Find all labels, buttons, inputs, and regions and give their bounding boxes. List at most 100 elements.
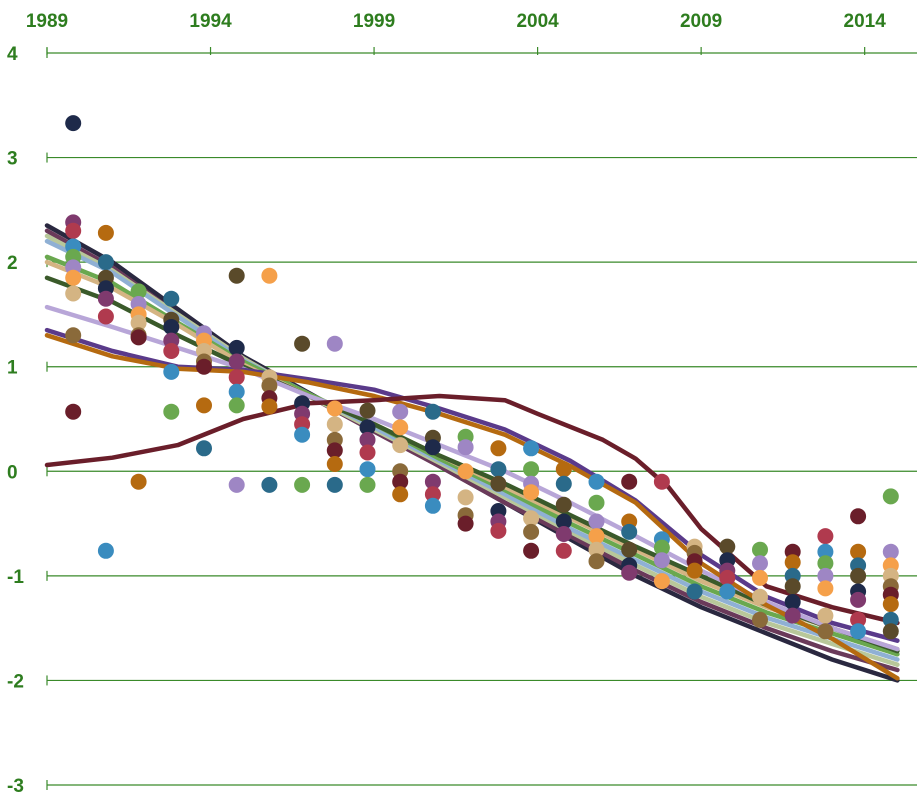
- scatter-point: [130, 314, 147, 331]
- scatter-point: [817, 580, 834, 597]
- scatter-point: [653, 552, 670, 569]
- scatter-point: [490, 440, 507, 457]
- scatter-point: [228, 476, 245, 493]
- scatter-point: [817, 543, 834, 560]
- y-axis: 4 3 2 1 0 -1 -2 -3: [7, 44, 24, 795]
- x-tick-label: 2014: [844, 11, 887, 32]
- scatter-point: [653, 473, 670, 490]
- scatter-point: [882, 543, 899, 560]
- scatter-point: [457, 489, 474, 506]
- scatter-point: [97, 224, 114, 241]
- scatter-point: [228, 397, 245, 414]
- scatter-point: [555, 461, 572, 478]
- scatter-point: [294, 335, 311, 352]
- scatter-point: [850, 508, 867, 525]
- x-tick-label: 2004: [516, 11, 559, 32]
- scatter-point: [817, 567, 834, 584]
- scatter-point: [392, 419, 409, 436]
- scatter-point: [261, 398, 278, 415]
- scatter-point: [490, 522, 507, 539]
- scatter-point: [850, 611, 867, 628]
- scatter-point: [65, 285, 82, 302]
- scatter-point: [817, 555, 834, 572]
- scatter-point: [163, 363, 180, 380]
- scatter-point: [359, 419, 376, 436]
- scatter-point: [228, 267, 245, 284]
- scatter-point: [97, 254, 114, 271]
- y-tick-label: 4: [7, 44, 18, 65]
- scatter-point: [424, 497, 441, 514]
- scatter-point: [130, 473, 147, 490]
- y-tick-label: 3: [7, 149, 18, 170]
- scatter-point: [719, 569, 736, 586]
- scatter-point: [65, 403, 82, 420]
- scatter-point: [882, 596, 899, 613]
- scatter-point: [196, 397, 212, 414]
- x-tick-label: 1999: [353, 11, 395, 32]
- y-tick-label: 0: [7, 462, 18, 483]
- y-tick-label: -2: [7, 671, 24, 692]
- y-tick-label: -3: [7, 776, 24, 795]
- scatter-point: [817, 623, 834, 640]
- scatter-point: [424, 486, 441, 503]
- scatter-point: [97, 308, 114, 325]
- scatter-point: [97, 290, 114, 307]
- scatter-point: [817, 607, 834, 624]
- scatter-point: [163, 290, 180, 307]
- scatter-point: [359, 431, 376, 448]
- scatter-point: [490, 461, 507, 478]
- scatter-point: [228, 353, 245, 370]
- scatter-point: [523, 484, 540, 501]
- scatter-points: [65, 115, 899, 640]
- scatter-point: [523, 510, 540, 527]
- scatter-point: [457, 515, 474, 532]
- scatter-point: [850, 623, 867, 640]
- scatter-point: [653, 573, 670, 590]
- scatter-point: [784, 578, 801, 595]
- y-tick-label: -1: [7, 567, 24, 588]
- scatter-point: [752, 611, 768, 628]
- scatter-point: [850, 567, 867, 584]
- scatter-point: [882, 488, 899, 505]
- scatter-point: [65, 327, 82, 344]
- scatter-point: [326, 476, 343, 493]
- x-axis: 1989 1994 1999 2004 2009 2014: [26, 11, 886, 55]
- scatter-point: [621, 523, 638, 540]
- y-tick-label: 1: [7, 358, 18, 379]
- scatter-point: [784, 607, 801, 624]
- scatter-point: [784, 594, 801, 610]
- scatter-point: [359, 402, 376, 419]
- scatter-point: [588, 528, 605, 545]
- scatter-point: [196, 440, 212, 457]
- scatter-point: [294, 476, 311, 493]
- scatter-point: [261, 377, 278, 394]
- scatter-point: [817, 528, 834, 545]
- scatter-point: [588, 541, 605, 558]
- scatter-point: [326, 456, 343, 472]
- scatter-point: [555, 496, 572, 513]
- scatter-point: [261, 267, 278, 284]
- scatter-point: [686, 583, 703, 600]
- scatter-point: [424, 473, 441, 490]
- scatter-point: [490, 475, 507, 492]
- scatter-point: [424, 403, 441, 420]
- scatter-point: [163, 343, 180, 359]
- scatter-point: [424, 439, 441, 456]
- scatter-point: [359, 461, 376, 478]
- scatter-point: [555, 513, 572, 530]
- scatter-point: [719, 583, 736, 600]
- scatter-point: [359, 444, 376, 461]
- scatter-point: [523, 542, 540, 559]
- y-tick-label: 2: [7, 253, 18, 274]
- scatter-point: [228, 369, 245, 386]
- scatter-point: [752, 541, 768, 558]
- scatter-point: [686, 562, 703, 579]
- scatter-point: [621, 473, 638, 490]
- scatter-point: [555, 526, 572, 542]
- series-line: [44, 393, 900, 626]
- scatter-point: [326, 335, 343, 352]
- scatter-point: [752, 555, 768, 572]
- scatter-point: [850, 543, 867, 560]
- scatter-point: [882, 611, 899, 628]
